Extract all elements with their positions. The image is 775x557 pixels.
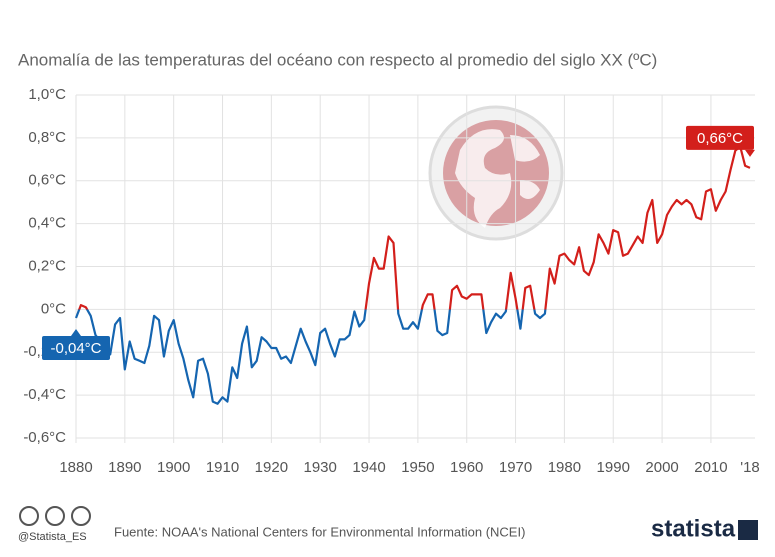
- x-tick-label: '18: [740, 459, 760, 476]
- source: Fuente: NOAA's National Centers for Envi…: [114, 524, 525, 539]
- y-tick-label: -0,4°C: [23, 386, 66, 403]
- x-tick-label: 1950: [401, 459, 434, 476]
- cc-icons: [19, 506, 91, 526]
- data-line: [74, 145, 751, 405]
- globe-icon: [428, 105, 564, 241]
- y-tick-label: 0°C: [41, 300, 66, 317]
- y-tick-label: 0,6°C: [28, 172, 66, 189]
- x-tick-label: 1990: [597, 459, 630, 476]
- x-tick-label: 1930: [304, 459, 337, 476]
- data-label: -0,04°C: [50, 340, 101, 357]
- brand-logo: statista: [651, 515, 736, 542]
- data-label-box: [42, 335, 110, 360]
- x-tick-label: 2000: [645, 459, 678, 476]
- x-tick-label: 1880: [59, 459, 92, 476]
- data-label: 0,66°C: [697, 130, 743, 147]
- y-tick-label: 1,0°C: [28, 86, 66, 103]
- x-tick-label: 1900: [157, 459, 190, 476]
- y-tick-label: 0,4°C: [28, 215, 66, 232]
- data-label-pointer: [745, 149, 755, 157]
- x-tick-label: 1910: [206, 459, 239, 476]
- x-tick-label: 1890: [108, 459, 141, 476]
- y-tick-label: -0,6°C: [23, 429, 66, 446]
- x-tick-label: 1960: [450, 459, 483, 476]
- chart-title: Anomalía de las temperaturas del océano …: [18, 50, 657, 69]
- x-tick-label: 2010: [694, 459, 727, 476]
- x-tick-label: 1940: [352, 459, 385, 476]
- credit: @Statista_ES: [18, 531, 87, 543]
- brand-mark: [738, 520, 758, 540]
- y-tick-label: 0,8°C: [28, 129, 66, 146]
- data-label-pointer: [71, 328, 81, 336]
- data-label-box: [686, 125, 754, 150]
- y-tick-label: 0,2°C: [28, 257, 66, 274]
- x-tick-label: 1980: [548, 459, 581, 476]
- x-tick-label: 1970: [499, 459, 532, 476]
- x-tick-label: 1920: [255, 459, 288, 476]
